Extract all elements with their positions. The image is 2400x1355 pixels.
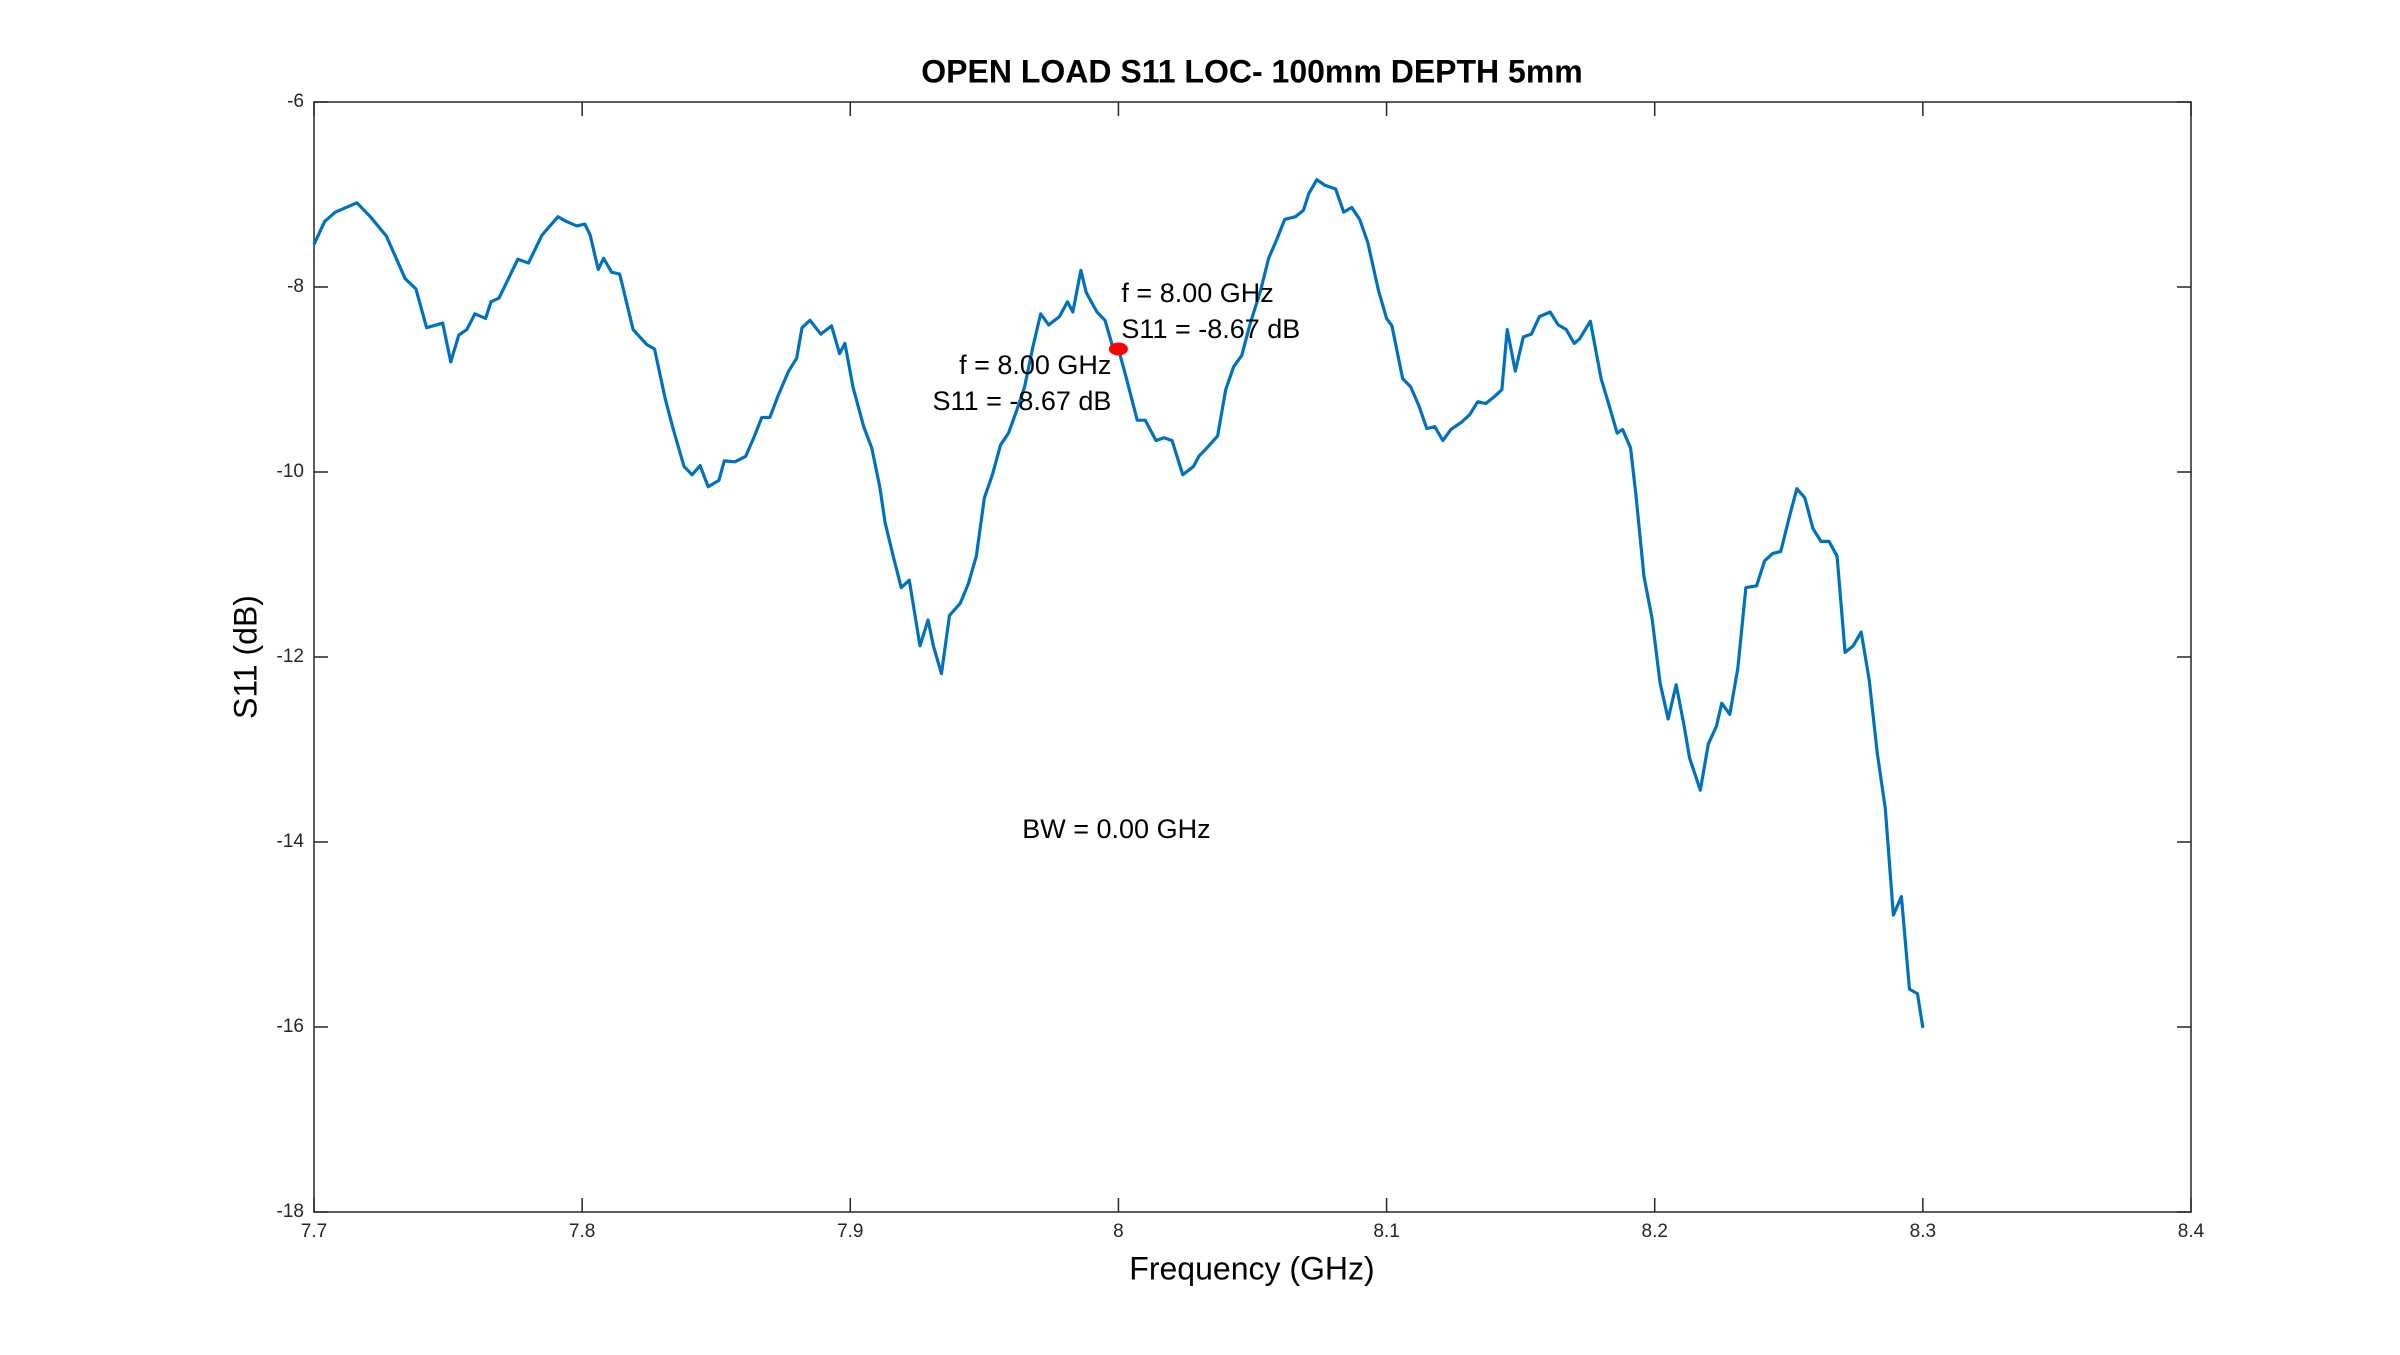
x-axis-label: Frequency (GHz) <box>1129 1250 1374 1286</box>
x-tick-label: 8.1 <box>1373 1221 1399 1242</box>
y-tick-label: -8 <box>287 276 304 297</box>
chart-title: OPEN LOAD S11 LOC- 100mm DEPTH 5mm <box>921 53 1583 89</box>
x-tick-label: 8.2 <box>1642 1221 1668 1242</box>
data-tip-marker <box>1108 342 1128 356</box>
y-tick-label: -10 <box>277 461 304 482</box>
x-tick-label: 7.8 <box>569 1221 595 1242</box>
x-tick-label: 8 <box>1113 1221 1124 1242</box>
y-tick-label: -14 <box>277 831 305 852</box>
plot-box <box>313 101 2192 1213</box>
data-line <box>312 178 1925 1029</box>
x-tick-label: 8.4 <box>2178 1221 2205 1242</box>
annotation: BW = 0.00 GHz <box>1022 814 1210 844</box>
annotation: S11 = -8.67 dB <box>1121 314 1300 344</box>
y-tick-label: -18 <box>277 1201 304 1222</box>
y-tick-label: -16 <box>277 1016 304 1037</box>
x-tick-label: 7.9 <box>837 1221 863 1242</box>
y-tick-label: -12 <box>277 646 304 667</box>
y-axis-label: S11 (dB) <box>227 595 263 719</box>
annotation: f = 8.00 GHz <box>1121 278 1273 308</box>
x-tick-label: 7.7 <box>301 1221 327 1242</box>
y-tick-label: -6 <box>287 91 304 112</box>
x-tick-label: 8.3 <box>1910 1221 1936 1242</box>
annotation: S11 = -8.67 dB <box>933 386 1112 416</box>
annotation: f = 8.00 GHz <box>959 350 1111 380</box>
